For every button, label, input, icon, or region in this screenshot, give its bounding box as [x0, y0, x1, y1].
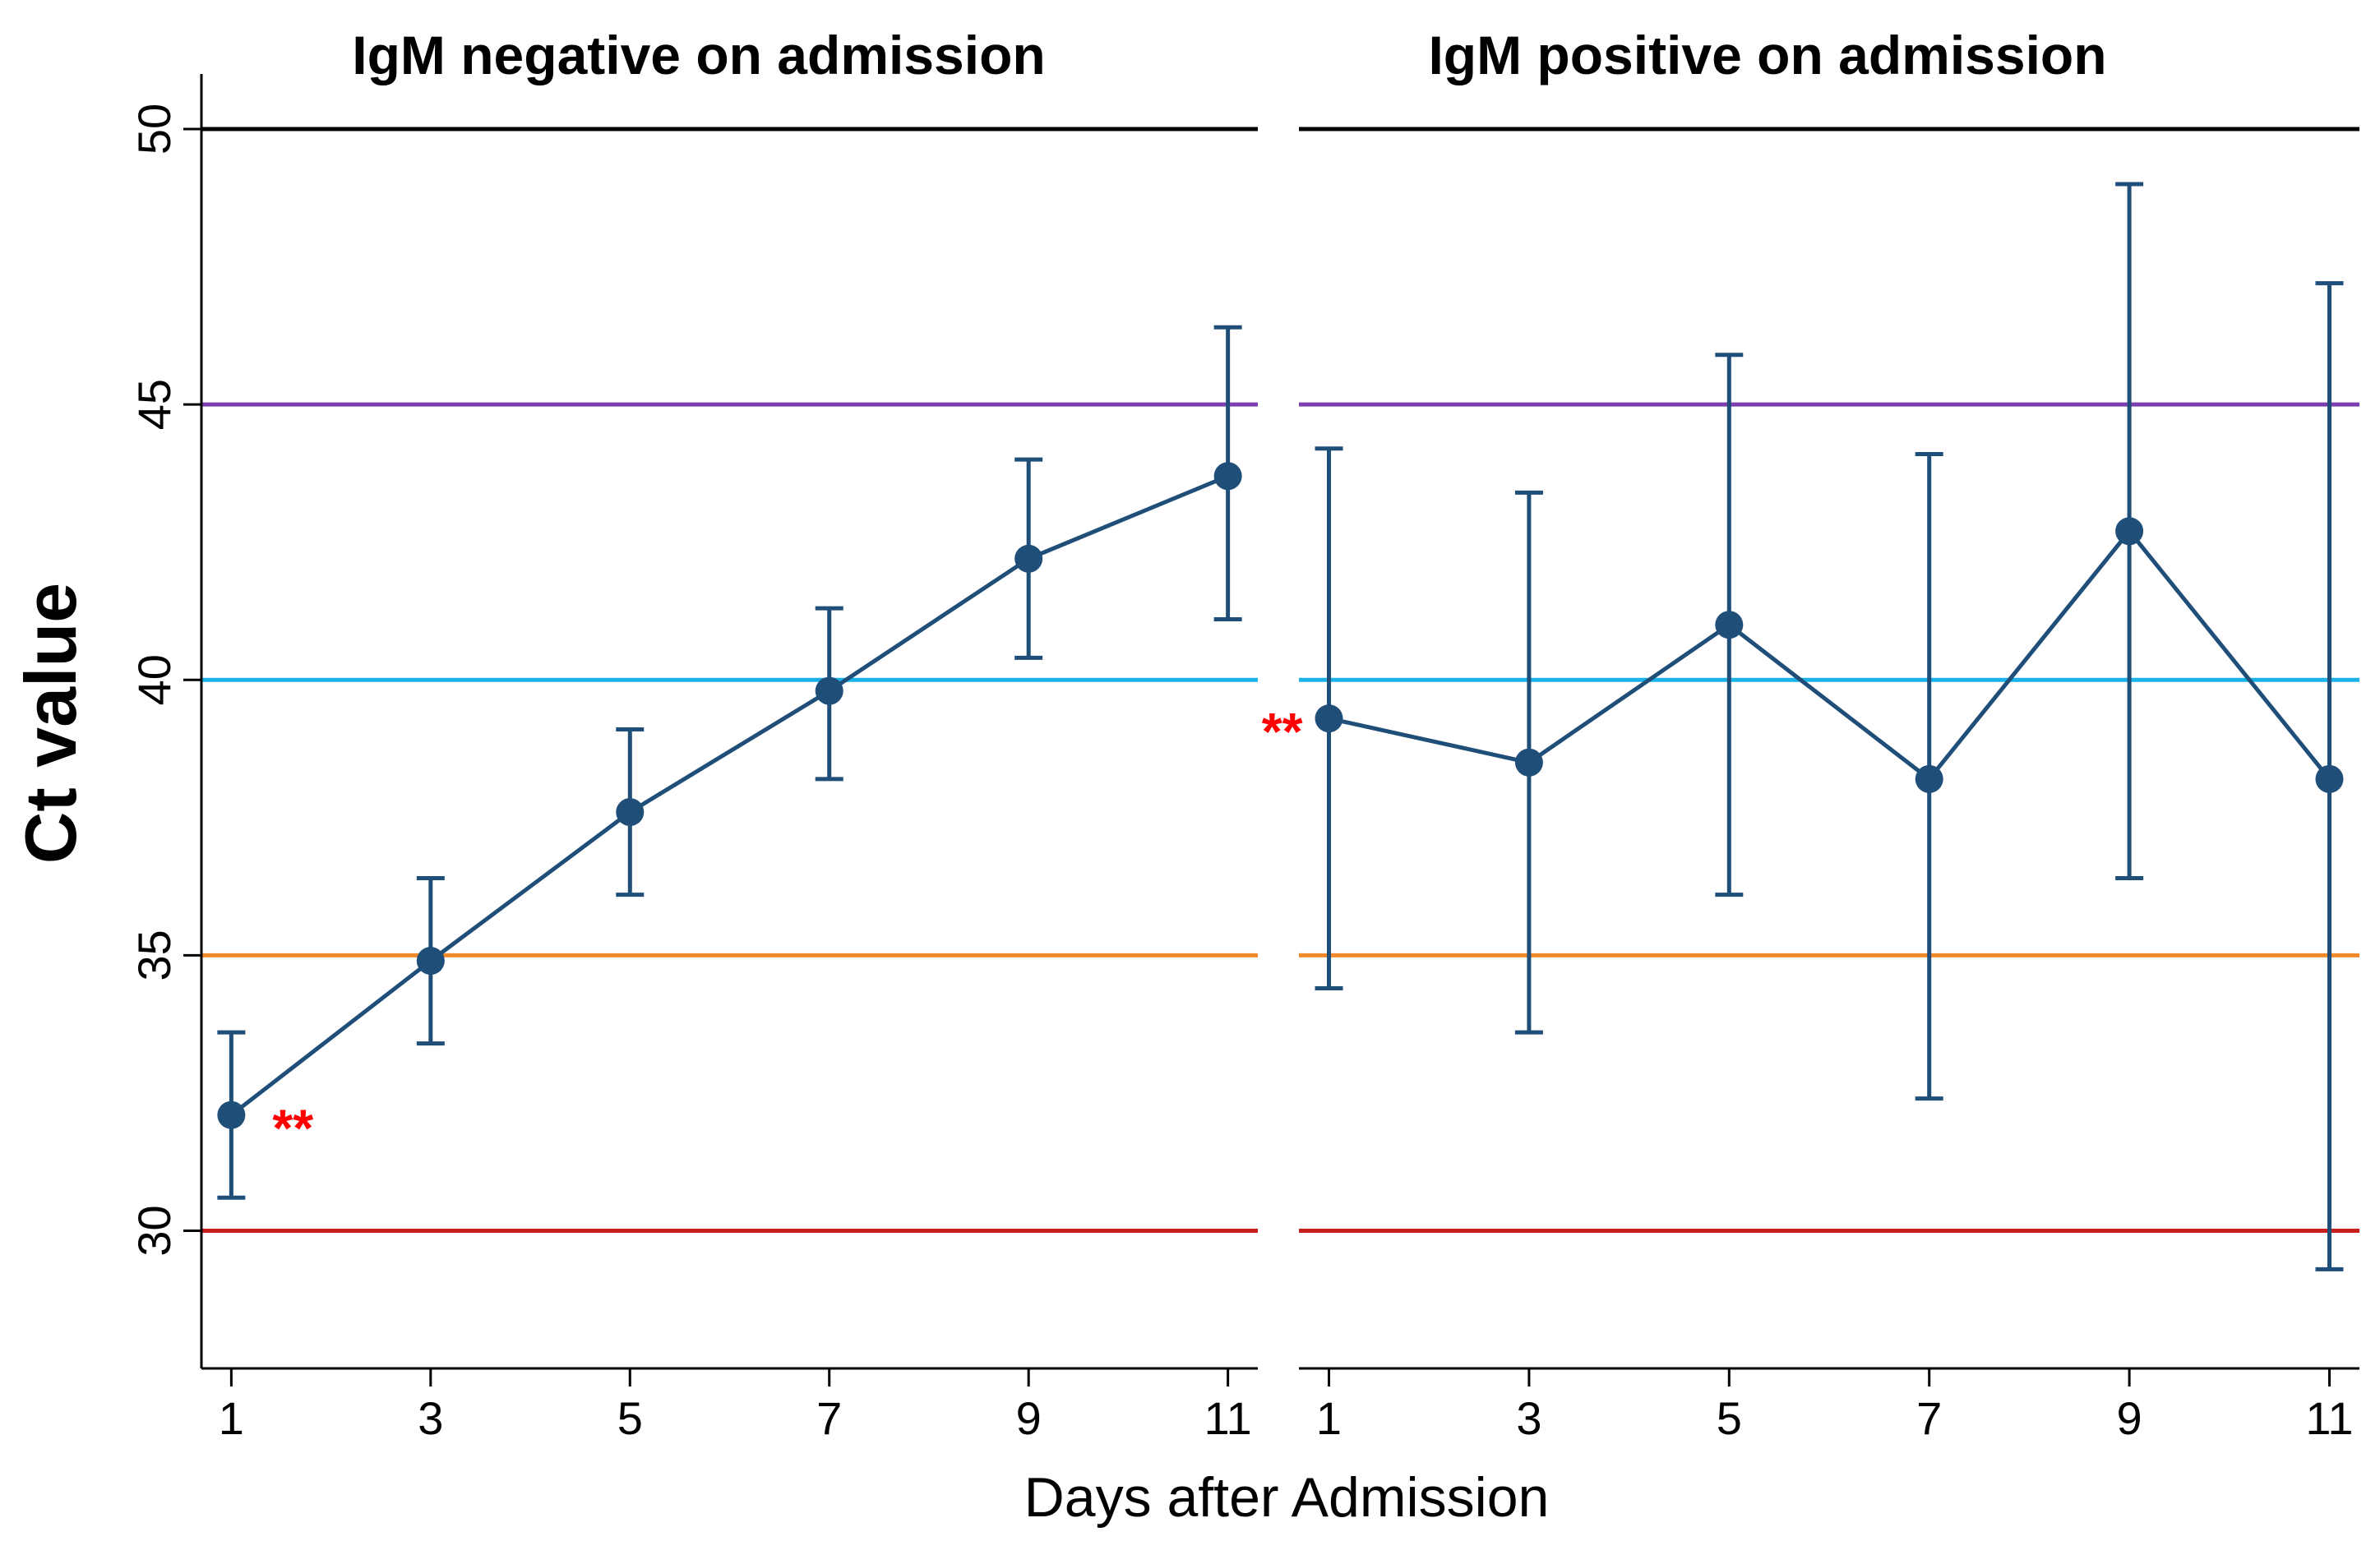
panel-right-errorbars: [1315, 182, 2344, 1271]
panel-right-point-day-7: [1915, 764, 1943, 793]
y-axis: 30 35 40 45 50: [128, 74, 203, 1368]
panel-right-title: IgM positive on admission: [1428, 25, 2106, 85]
panel-right-ref-lines: [1299, 127, 2359, 1233]
panel-right-x-tick-label-3: 3: [1516, 1392, 1541, 1444]
panel-right-x-tick-label-5: 5: [1717, 1392, 1742, 1444]
y-tick-label-40: 40: [128, 654, 180, 705]
panel-right-series: [1328, 528, 2331, 782]
panel-left-significance-mark: **: [272, 1099, 313, 1158]
panel-left-point-day-3: [416, 947, 445, 976]
panel-left-x-tick-label-3: 3: [418, 1392, 443, 1444]
panel-left-point-day-9: [1014, 544, 1043, 573]
panel-left-point-day-7: [815, 676, 843, 705]
panel-right-x-tick-label-11: 11: [2305, 1392, 2353, 1444]
panel-right-significance-mark: **: [1262, 702, 1303, 761]
panel-right-point-day-1: [1315, 704, 1343, 733]
y-tick-label-50: 50: [128, 104, 180, 155]
panel-left-markers: [217, 462, 1242, 1129]
panel-right-markers: [1315, 517, 2344, 793]
panel-left-point-day-1: [217, 1100, 246, 1129]
panel-left-title: IgM negative on admission: [352, 25, 1045, 85]
panel-right-series-line: [1328, 528, 2331, 782]
panel-right-point-day-9: [2115, 517, 2144, 546]
y-axis-title: Ct value: [10, 583, 91, 864]
panel-left: IgM negative on admission 1 3 5 7 9 11 **: [201, 25, 1258, 1444]
panel-right-x-tick-label-9: 9: [2117, 1392, 2142, 1444]
panel-left-x-tick-label-1: 1: [219, 1392, 244, 1444]
panel-left-point-day-5: [616, 798, 645, 827]
y-tick-label-45: 45: [128, 379, 180, 430]
panel-left-x-tick-label-5: 5: [617, 1392, 643, 1444]
panel-right-x-axis: 1 3 5 7 9 11: [1299, 1367, 2359, 1444]
panel-right-point-day-3: [1514, 748, 1543, 777]
panel-right: IgM positive on admission 1 3 5 7 9 11 **: [1262, 25, 2359, 1444]
panel-right-point-day-5: [1715, 611, 1744, 639]
panel-right-x-tick-label-1: 1: [1316, 1392, 1342, 1444]
panel-left-point-day-11: [1213, 462, 1242, 491]
y-tick-label-35: 35: [128, 930, 180, 980]
panel-left-x-axis: 1 3 5 7 9 11: [201, 1367, 1258, 1444]
panel-left-x-tick-label-9: 9: [1016, 1392, 1042, 1444]
panel-left-ref-lines: [201, 127, 1258, 1233]
panel-right-x-tick-label-7: 7: [1916, 1392, 1942, 1444]
panel-right-point-day-11: [2315, 764, 2344, 793]
panel-left-x-tick-label-7: 7: [816, 1392, 842, 1444]
panel-left-series-line: [229, 473, 1229, 1117]
panel-left-errorbars: [217, 325, 1242, 1200]
y-tick-label-30: 30: [128, 1205, 180, 1256]
panel-left-x-tick-label-11: 11: [1204, 1392, 1252, 1444]
x-axis-title: Days after Admission: [1024, 1466, 1550, 1529]
panel-left-series: [229, 473, 1229, 1117]
